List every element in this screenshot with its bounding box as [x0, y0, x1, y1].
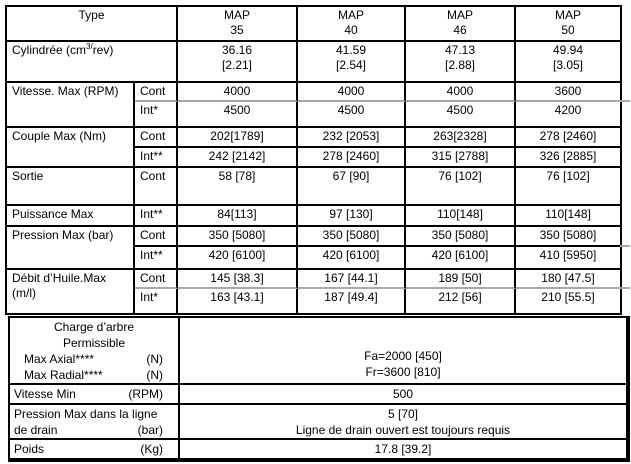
debit-cont-tag: Cont [135, 270, 178, 289]
vitesse-cont-value-map46: 4000 [406, 83, 516, 102]
poids-label-cell: Poids (Kg) [10, 440, 180, 460]
debit-int-value-map40: 187 [49.4] [298, 289, 406, 313]
vitesse-int-value-map50: 4200 [516, 102, 620, 128]
pression-label: Pression Max (bar) [7, 227, 135, 270]
pression-int-value-map46: 420 [6100] [406, 247, 516, 270]
couple-label: Couple Max (Nm) [7, 128, 135, 168]
drain-note: Ligne de drain ouvert est toujours requi… [295, 423, 511, 437]
sortie-value-map50: 76 [102] [516, 168, 620, 206]
drain-unit: (bar) [137, 423, 163, 437]
drain-value: 5 [70] [387, 407, 419, 421]
drain-label-line1: Pression Max dans la ligne [14, 407, 158, 421]
sortie-value-map40: 67 [90] [298, 168, 406, 206]
sortie-cont-tag: Cont [135, 168, 178, 206]
vitesse-int-value-map35: 4500 [178, 102, 298, 128]
separator-overhang-vitesse [620, 100, 630, 102]
debit-cont-value-map40: 167 [44.1] [298, 270, 406, 289]
pression-cont-value-map40: 350 [5080] [298, 227, 406, 247]
debit-label: Débit d’Huile.Max (m/l) [7, 270, 135, 313]
cylindree-value-map46: 47.13 [2.88] [406, 42, 516, 83]
header-model-map35: MAP 35 [178, 7, 298, 42]
charge-label-cell: Charge d’arbre Permissible Max Axial****… [10, 318, 180, 385]
puissance-value-map35: 84[113] [178, 206, 298, 227]
cylindree-value-map50: 49.94 [3.05] [516, 42, 620, 83]
charge-axial-unit: (N) [146, 352, 163, 366]
vitesse-cont-value-map50: 3600 [516, 83, 620, 102]
pression-cont-value-map46: 350 [5080] [406, 227, 516, 247]
pression-cont-value-map35: 350 [5080] [178, 227, 298, 247]
debit-int-value-map35: 163 [43.1] [178, 289, 298, 313]
charge-radial-label: Max Radial**** [24, 368, 103, 382]
couple-cont-value-map40: 232 [2053] [298, 128, 406, 148]
sortie-label: Sortie [7, 168, 135, 206]
puissance-label: Puissance Max [7, 206, 135, 227]
charge-value: Fa=2000 [450] Fr=3600 [810] [180, 318, 628, 385]
couple-cont-value-map46: 263[2328] [406, 128, 516, 148]
puissance-value-map40: 97 [130] [298, 206, 406, 227]
vitesse-int-value-map46: 4500 [406, 102, 516, 128]
puissance-int-tag: Int** [135, 206, 178, 227]
poids-label: Poids [14, 442, 45, 456]
cylindree-label-post: rev) [92, 43, 114, 57]
debit-int-value-map50: 210 [55.5] [541, 290, 595, 304]
debit-cont-value-map50: 180 [47.5] [516, 270, 620, 289]
couple-int-tag: Int** [135, 148, 178, 168]
pression-int-value-map35: 420 [6100] [178, 247, 298, 270]
charge-radial-unit: (N) [146, 368, 163, 382]
pression-int-value-map50: 410 [5950] [516, 247, 620, 270]
separator-overhang-debit [620, 287, 630, 289]
drain-label-line2: de drain [14, 423, 58, 437]
vitesse-min-label-cell: Vitesse Min (RPM) [10, 385, 180, 405]
sortie-value-map46: 76 [102] [406, 168, 516, 206]
header-model-map46: MAP 46 [406, 7, 516, 42]
header-model-map50: MAP 50 [516, 7, 620, 42]
cylindree-value-map35: 36.16 [2.21] [178, 42, 298, 83]
cylindree-value-map40: 41.59 [2.54] [298, 42, 406, 83]
vitesse-min-value: 500 [180, 385, 628, 405]
drain-label-cell: Pression Max dans la ligne de drain (bar) [10, 405, 180, 440]
couple-cont-value-map35: 202[1789] [178, 128, 298, 148]
vitesse-label: Vitesse. Max (RPM) [7, 83, 135, 128]
vitesse-cont-value-map40: 4000 [298, 83, 406, 102]
vitesse-int-tag: Int* [135, 102, 178, 128]
spec-table-lower: Charge d’arbre Permissible Max Axial****… [8, 316, 630, 462]
couple-int-value-map46: 315 [2788] [406, 148, 516, 168]
poids-unit: (Kg) [140, 442, 163, 456]
debit-cont-value-map46: 189 [50] [406, 270, 516, 289]
vitesse-min-unit: (RPM) [128, 387, 163, 401]
charge-title-line2: Permissible [62, 336, 125, 350]
couple-cont-tag: Cont [135, 128, 178, 148]
couple-int-value-map40: 278 [2460] [298, 148, 406, 168]
charge-axial-label: Max Axial**** [24, 352, 95, 366]
header-type-cell: Type [7, 7, 178, 42]
debit-cont-value-map35: 145 [38.3] [178, 270, 298, 289]
cylindree-label: Cylindrée (cm3/rev) [7, 42, 178, 83]
header-model-map40: MAP 40 [298, 7, 406, 42]
cylindree-label-sup: 3/ [86, 42, 93, 51]
sortie-value-map35: 58 [78] [178, 168, 298, 206]
debit-int-value-map46: 212 [56] [406, 289, 516, 313]
spec-table-upper: Type MAP 35 MAP 40 MAP 46 MAP 50 Cylindr… [5, 5, 622, 315]
vitesse-cont-tag: Cont [135, 83, 178, 102]
separator-overhang-pression [620, 245, 630, 247]
pression-cont-value-map50: 350 [5080] [516, 227, 620, 247]
puissance-value-map50: 110[148] [516, 206, 620, 227]
pression-int-tag: Int** [135, 247, 178, 270]
puissance-value-map46: 110[148] [406, 206, 516, 227]
vitesse-cont-value-map35: 4000 [178, 83, 298, 102]
charge-title-line1: Charge d’arbre [53, 320, 135, 334]
couple-cont-value-map50: 278 [2460] [516, 128, 620, 148]
couple-int-value-map50: 326 [2885] [516, 148, 620, 168]
pression-cont-tag: Cont [135, 227, 178, 247]
drain-value-cell: 5 [70] Ligne de drain ouvert est toujour… [180, 405, 628, 440]
debit-int-tag: Int* [135, 289, 178, 313]
vitesse-int-value-map40: 4500 [298, 102, 406, 128]
poids-value: 17.8 [39.2] [180, 440, 628, 460]
vitesse-min-label: Vitesse Min [14, 387, 76, 401]
cylindree-label-pre: Cylindrée (cm [12, 43, 87, 57]
couple-int-value-map35: 242 [2142] [178, 148, 298, 168]
pression-int-value-map40: 420 [6100] [298, 247, 406, 270]
